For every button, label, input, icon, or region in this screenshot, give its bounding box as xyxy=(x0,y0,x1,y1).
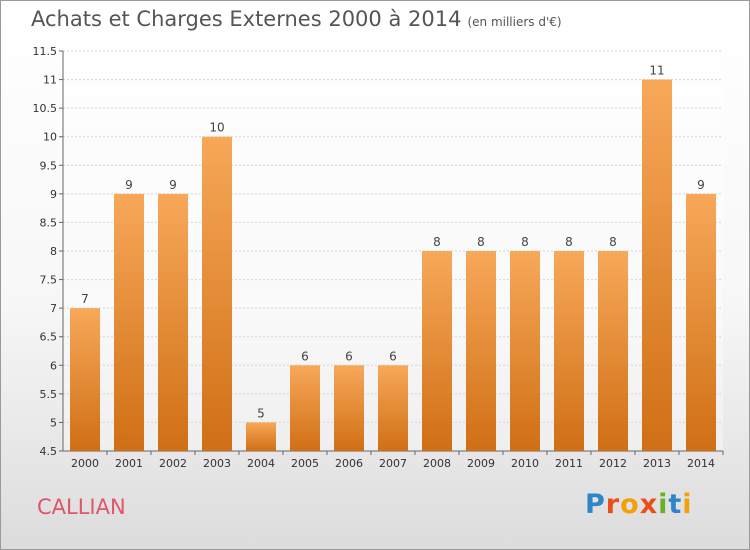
x-tick-label: 2001 xyxy=(115,457,143,470)
logo-letter: t xyxy=(668,489,683,520)
bar-2006 xyxy=(334,365,364,451)
y-tick-label: 5.5 xyxy=(40,388,58,401)
data-label: 9 xyxy=(125,178,133,192)
x-tick-label: 2009 xyxy=(467,457,495,470)
x-tick-label: 2004 xyxy=(247,457,275,470)
bar-2000 xyxy=(70,308,100,451)
bar-2003 xyxy=(202,136,232,451)
bar-2002 xyxy=(158,193,188,451)
data-label: 5 xyxy=(257,406,265,420)
logo-letter: x xyxy=(639,489,659,520)
chart-title: Achats et Charges Externes 2000 à 2014 (e… xyxy=(31,7,562,31)
city-name: CALLIAN xyxy=(37,495,126,519)
x-tick-label: 2006 xyxy=(335,457,363,470)
y-tick-label: 7.5 xyxy=(40,274,58,287)
bar-2011 xyxy=(554,251,584,451)
data-label: 8 xyxy=(565,235,573,249)
x-tick-label: 2000 xyxy=(71,457,99,470)
y-tick-label: 11 xyxy=(43,74,57,87)
y-tick-label: 5 xyxy=(50,416,57,429)
data-label: 8 xyxy=(433,235,441,249)
y-tick-label: 8.5 xyxy=(40,216,58,229)
logo-letter: i xyxy=(682,489,693,520)
bar-2001 xyxy=(114,193,144,451)
x-tick-label: 2005 xyxy=(291,457,319,470)
chart-title-text: Achats et Charges Externes 2000 à 2014 xyxy=(31,7,462,31)
x-tick-label: 2007 xyxy=(379,457,407,470)
y-tick-label: 8 xyxy=(50,245,57,258)
x-tick-label: 2013 xyxy=(643,457,671,470)
bar-2010 xyxy=(510,251,540,451)
data-label: 8 xyxy=(521,235,529,249)
data-label: 6 xyxy=(345,349,353,363)
logo-letter: o xyxy=(620,489,640,520)
data-label: 6 xyxy=(389,349,397,363)
y-tick-label: 4.5 xyxy=(40,445,58,458)
chart-unit: (en milliers d'€) xyxy=(467,15,562,29)
data-label: 6 xyxy=(301,349,309,363)
logo-letter: r xyxy=(605,489,621,520)
x-tick-label: 2003 xyxy=(203,457,231,470)
x-tick-label: 2002 xyxy=(159,457,187,470)
y-tick-label: 10 xyxy=(43,131,57,144)
bar-2007 xyxy=(378,365,408,451)
data-label: 10 xyxy=(209,121,224,135)
y-tick-label: 11.5 xyxy=(33,45,58,58)
logo-letter: P xyxy=(585,489,606,520)
proxiti-logo: Proxiti xyxy=(585,489,693,520)
data-label: 8 xyxy=(609,235,617,249)
data-label: 7 xyxy=(81,292,89,306)
x-tick-label: 2010 xyxy=(511,457,539,470)
bar-2009 xyxy=(466,251,496,451)
y-tick-label: 6.5 xyxy=(40,331,58,344)
data-label: 9 xyxy=(697,178,705,192)
bar-2004 xyxy=(246,422,276,451)
bar-2012 xyxy=(598,251,628,451)
x-tick-label: 2011 xyxy=(555,457,583,470)
bar-2008 xyxy=(422,251,452,451)
data-label: 9 xyxy=(169,178,177,192)
bar-2013 xyxy=(642,79,672,452)
y-tick-label: 6 xyxy=(50,359,57,372)
x-tick-label: 2012 xyxy=(599,457,627,470)
y-tick-label: 9 xyxy=(50,188,57,201)
bar-2005 xyxy=(290,365,320,451)
bars xyxy=(70,79,716,452)
y-tick-label: 9.5 xyxy=(40,159,58,172)
x-tick-label: 2008 xyxy=(423,457,451,470)
logo-letter: i xyxy=(658,489,669,520)
data-label: 11 xyxy=(649,64,664,78)
y-tick-label: 7 xyxy=(50,302,57,315)
bar-2014 xyxy=(686,193,716,451)
y-tick-label: 10.5 xyxy=(33,102,58,115)
x-tick-label: 2014 xyxy=(687,457,715,470)
data-label: 8 xyxy=(477,235,485,249)
labels: 4.5 5 5.5 6 6.5 7 7.5 8 8.5 9 9.5 10 10.5 11 11.5 2000 7… xyxy=(33,45,716,470)
